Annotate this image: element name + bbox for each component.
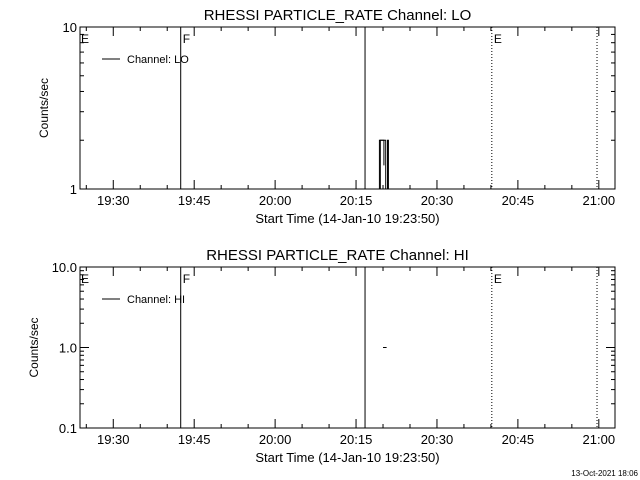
x-tick-label: 20:30 [421,193,454,208]
legend-label: Channel: HI [127,294,185,306]
y-tick-label: 10 [63,20,77,35]
event-label: E [81,32,89,46]
x-tick-label: 20:00 [259,193,292,208]
x-tick-label: 20:30 [421,432,454,447]
x-tick-label: 21:00 [583,193,616,208]
x-axis-label: Start Time (14-Jan-10 19:23:50) [255,450,439,465]
event-label: E [81,272,89,286]
x-tick-label: 20:00 [259,432,292,447]
plot-frame [79,266,616,429]
x-tick-label: 20:15 [340,193,373,208]
legend-label: Channel: LO [127,54,189,66]
y-tick-label: 1.0 [59,341,77,356]
event-label: E [494,272,502,286]
footer-timestamp: 13-Oct-2021 18:06 [571,469,638,478]
x-tick-label: 20:15 [340,432,373,447]
event-label: F [183,32,190,46]
x-tick-label: 21:00 [583,432,616,447]
x-tick-label: 19:45 [178,432,211,447]
x-tick-label: 19:30 [97,432,130,447]
x-tick-label: 19:30 [97,193,130,208]
chart-panel-lo: RHESSI PARTICLE_RATE Channel: LO Start Ti… [37,7,616,226]
data-series-step [377,139,389,190]
x-tick-label: 19:45 [178,193,211,208]
chart-panel-hi: RHESSI PARTICLE_RATE Channel: HI Start Ti… [27,247,616,465]
x-axis-label: Start Time (14-Jan-10 19:23:50) [255,211,439,226]
chart-title: RHESSI PARTICLE_RATE Channel: LO [204,7,472,24]
event-label: E [494,32,502,46]
x-tick-label: 20:45 [502,432,535,447]
y-tick-label: 0.1 [59,421,77,436]
x-tick-label: 20:45 [502,193,535,208]
y-axis-label: Counts/sec [27,317,41,377]
data-series-step [378,139,385,189]
chart-title: RHESSI PARTICLE_RATE Channel: HI [206,247,469,264]
plot-frame [79,26,616,190]
event-label: F [183,272,190,286]
y-axis-label: Counts/sec [37,78,51,138]
y-tick-label: 1 [70,182,77,197]
y-tick-label: 10.0 [52,260,77,275]
